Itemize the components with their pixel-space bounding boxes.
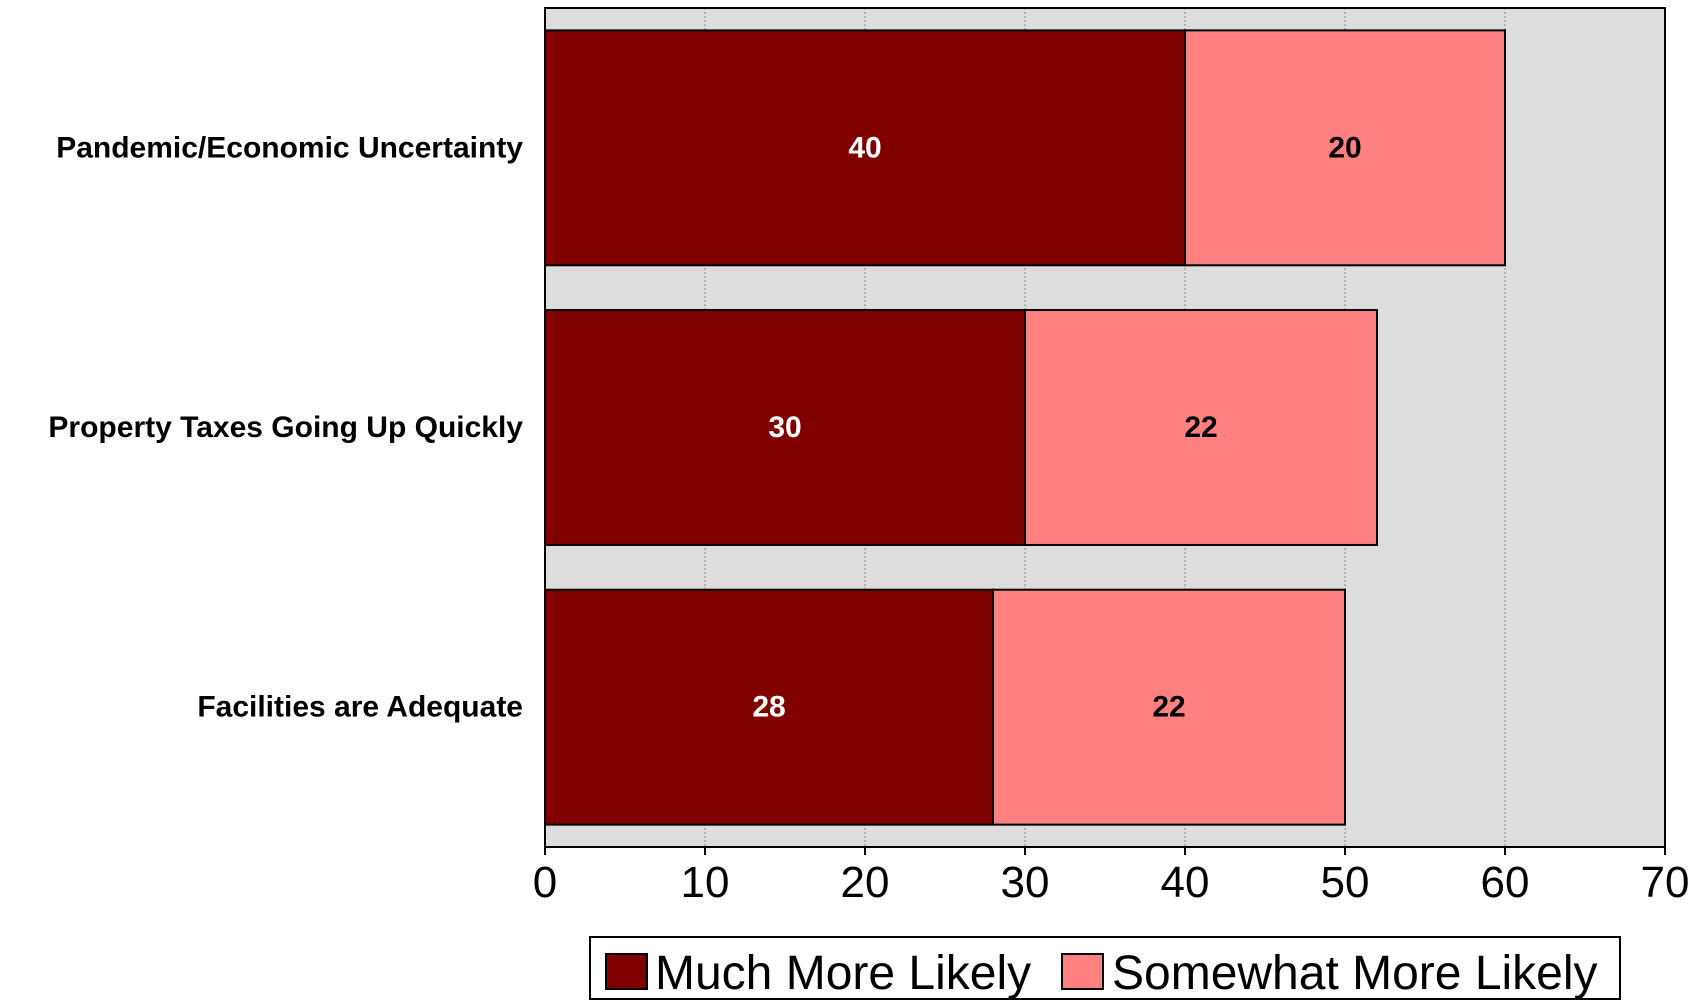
bars: 40 20 30 22 28 22 <box>544 29 1506 826</box>
legend: Much More Likely Somewhat More Likely <box>589 936 1621 1000</box>
bar-2-series-0 <box>544 588 994 826</box>
data-label-2-series-0: 28 <box>752 691 785 724</box>
category-label-2: Facilities are Adequate <box>197 691 523 724</box>
category-labels: Pandemic/Economic Uncertainty Property Ta… <box>48 131 523 723</box>
x-tick-label-40: 40 <box>1161 858 1210 907</box>
data-label-2-series-1: 22 <box>1152 691 1185 724</box>
bar-0-series-0 <box>544 29 1186 267</box>
x-tick-label-30: 30 <box>1001 858 1050 907</box>
category-label-0: Pandemic/Economic Uncertainty <box>56 131 523 164</box>
data-label-1-series-1: 22 <box>1184 411 1217 444</box>
x-tick-label-70: 70 <box>1641 858 1690 907</box>
bar-1-series-0 <box>544 309 1026 546</box>
legend-swatch-1 <box>1061 953 1104 990</box>
bar-2-series-1 <box>992 588 1346 826</box>
plot-border <box>544 7 1666 848</box>
legend-label-0: Much More Likely <box>655 947 1031 1000</box>
x-tick-label-10: 10 <box>681 858 730 907</box>
x-tick-label-50: 50 <box>1321 858 1370 907</box>
bar-1-series-1 <box>1024 309 1378 546</box>
legend-swatch-0 <box>605 953 648 990</box>
legend-label-1: Somewhat More Likely <box>1112 947 1598 1000</box>
x-tick-label-20: 20 <box>841 858 890 907</box>
x-tick-label-60: 60 <box>1481 858 1530 907</box>
data-label-0-series-0: 40 <box>848 131 881 164</box>
x-axis-ticks: 0 10 20 30 40 50 60 70 <box>533 847 1690 907</box>
legend-box <box>589 936 1621 1000</box>
data-label-0-series-1: 20 <box>1328 131 1361 164</box>
x-tick-label-0: 0 <box>533 858 557 907</box>
category-label-1: Property Taxes Going Up Quickly <box>48 411 523 444</box>
bar-0-series-1 <box>1184 29 1506 267</box>
data-label-1-series-0: 30 <box>768 411 801 444</box>
